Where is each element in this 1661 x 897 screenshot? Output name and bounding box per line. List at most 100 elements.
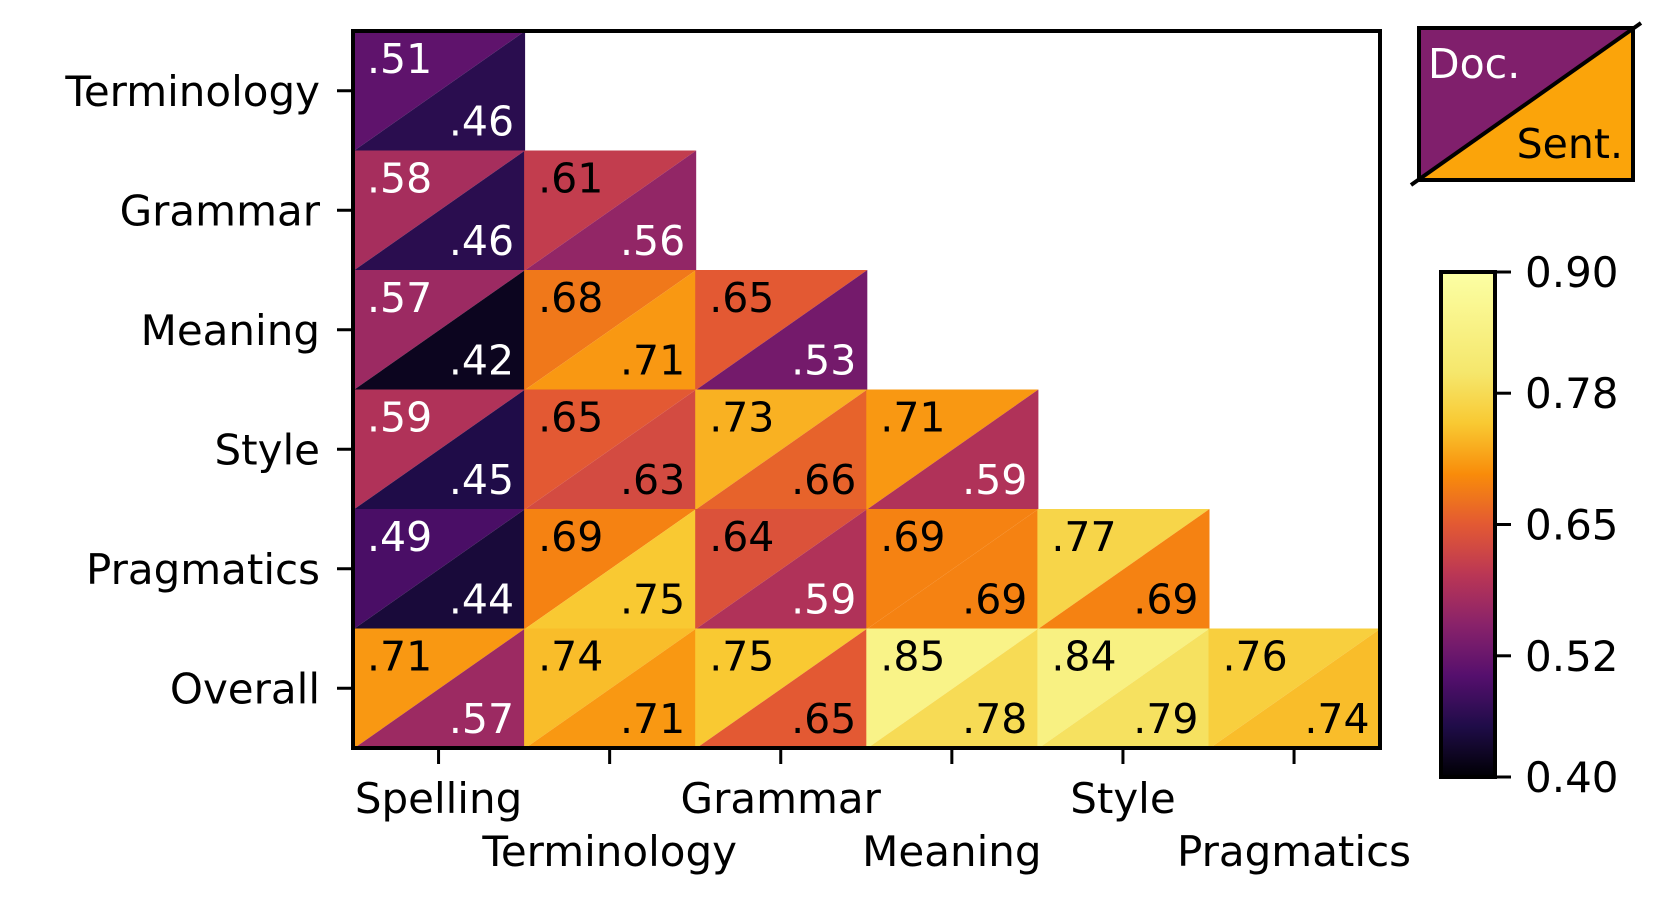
x-tick-label: Meaning	[862, 827, 1041, 876]
doc-sent-legend: Doc. Sent.	[1409, 21, 1643, 187]
cell-sent-value: .63	[620, 456, 685, 504]
cell-sent-triangle	[524, 389, 697, 510]
colorbar-gradient	[1441, 272, 1495, 777]
cell-doc-triangle	[1037, 628, 1210, 749]
cell-doc-value: .61	[538, 155, 603, 203]
cell-doc-triangle	[1037, 509, 1210, 630]
y-tick-label: Meaning	[141, 306, 320, 355]
cell-sent-triangle	[1208, 628, 1381, 749]
legend-frame	[1417, 26, 1635, 182]
cell-sent-value: .66	[791, 456, 856, 504]
cell-doc-value: .71	[880, 394, 945, 442]
cell-sent-value: .56	[620, 217, 685, 265]
cell-doc-value: .84	[1051, 633, 1116, 681]
cell-sent-triangle	[866, 389, 1039, 510]
cell-doc-value: .65	[709, 274, 774, 322]
cell-doc-triangle	[866, 509, 1039, 630]
x-tick-label: Grammar	[681, 774, 882, 823]
x-tick-label: Spelling	[355, 774, 522, 823]
plot-frame	[351, 29, 1382, 750]
colorbar-tick-label: 0.40	[1525, 753, 1619, 802]
cell-doc-value: .65	[538, 394, 603, 442]
cell-doc-value: .51	[367, 35, 432, 83]
cell-doc-triangle	[524, 270, 697, 391]
colorbar-tick-label: 0.52	[1525, 632, 1619, 681]
cell-sent-value: .78	[962, 695, 1027, 743]
cell-sent-value: .79	[1133, 695, 1198, 743]
cell-doc-value: .73	[709, 394, 774, 442]
cell-sent-triangle	[353, 509, 526, 630]
cell-doc-triangle	[524, 389, 697, 510]
cell-doc-triangle	[1208, 628, 1381, 749]
cell-sent-triangle	[695, 270, 868, 391]
cell-sent-triangle	[695, 389, 868, 510]
cell-sent-value: .74	[1304, 695, 1369, 743]
cell-sent-value: .59	[791, 576, 856, 624]
cell-doc-value: .74	[538, 633, 603, 681]
cell-sent-triangle	[353, 389, 526, 510]
cell-sent-triangle	[353, 270, 526, 391]
cell-doc-triangle	[866, 628, 1039, 749]
cell-sent-triangle	[866, 509, 1039, 630]
y-axis-labels: Terminology Grammar Meaning Style Pragmatics…	[64, 67, 353, 713]
cell-sent-value: .53	[791, 337, 856, 385]
colorbar: 0.40 0.52 0.65 0.78 0.90	[1439, 248, 1619, 802]
cell-doc-value: .85	[880, 633, 945, 681]
cell-doc-value: .59	[367, 394, 432, 442]
cell-doc-value: .64	[709, 513, 774, 561]
colorbar-ticks: 0.40 0.52 0.65 0.78 0.90	[1495, 248, 1619, 802]
cell-sent-triangle	[524, 150, 697, 271]
cell-sent-triangle	[695, 509, 868, 630]
cell-sent-value: .46	[449, 217, 514, 265]
cell-doc-value: .77	[1051, 513, 1116, 561]
cell-doc-triangle	[524, 509, 697, 630]
y-tick-label: Style	[215, 425, 321, 474]
legend-doc-label: Doc.	[1428, 40, 1520, 88]
legend-sent-label: Sent.	[1517, 120, 1623, 168]
colorbar-tick-label: 0.78	[1525, 369, 1619, 418]
cell-sent-triangle	[1037, 628, 1210, 749]
cell-doc-value: .57	[367, 274, 432, 322]
cell-doc-value: .58	[367, 155, 432, 203]
cell-sent-value: .75	[620, 576, 685, 624]
y-tick-label: Pragmatics	[86, 545, 320, 594]
cell-sent-value: .71	[620, 695, 685, 743]
y-tick-label: Grammar	[120, 186, 321, 235]
colorbar-tick-label: 0.90	[1525, 248, 1619, 297]
cell-sent-triangle	[353, 31, 526, 152]
cell-sent-triangle	[524, 509, 697, 630]
cell-sent-value: .71	[620, 337, 685, 385]
cell-sent-triangle	[866, 628, 1039, 749]
cell-doc-value: .69	[538, 513, 603, 561]
x-tick-label: Style	[1070, 774, 1176, 823]
cell-doc-triangle	[866, 389, 1039, 510]
cell-doc-triangle	[524, 628, 697, 749]
cell-sent-triangle	[695, 628, 868, 749]
cell-sent-value: .69	[962, 576, 1027, 624]
cell-sent-value: .42	[449, 337, 514, 385]
cell-sent-value: .57	[449, 695, 514, 743]
x-tick-label: Pragmatics	[1177, 827, 1411, 876]
cell-doc-triangle	[524, 150, 697, 271]
legend-diagonal	[1409, 21, 1643, 187]
cell-doc-value: .76	[1223, 633, 1288, 681]
cell-doc-value: .49	[367, 513, 432, 561]
cell-sent-triangle	[1037, 509, 1210, 630]
cell-sent-value: .59	[962, 456, 1027, 504]
cell-doc-value: .68	[538, 274, 603, 322]
y-tick-label: Terminology	[64, 67, 320, 116]
cell-doc-value: .69	[880, 513, 945, 561]
y-tick-label: Overall	[170, 664, 320, 713]
cell-sent-value: .44	[449, 576, 514, 624]
cell-sent-value: .65	[791, 695, 856, 743]
cell-doc-value: .71	[367, 633, 432, 681]
cell-sent-triangle	[353, 628, 526, 749]
cell-sent-triangle	[353, 150, 526, 271]
cell-sent-value: .45	[449, 456, 514, 504]
colorbar-tick-label: 0.65	[1525, 501, 1619, 550]
cell-doc-value: .75	[709, 633, 774, 681]
x-tick-label: Terminology	[481, 827, 737, 876]
heatmap-cells: .51 .46 .58 .46 .61 .56 .57 .42 .68 .71 .65 .53 .59.…	[353, 31, 1381, 749]
